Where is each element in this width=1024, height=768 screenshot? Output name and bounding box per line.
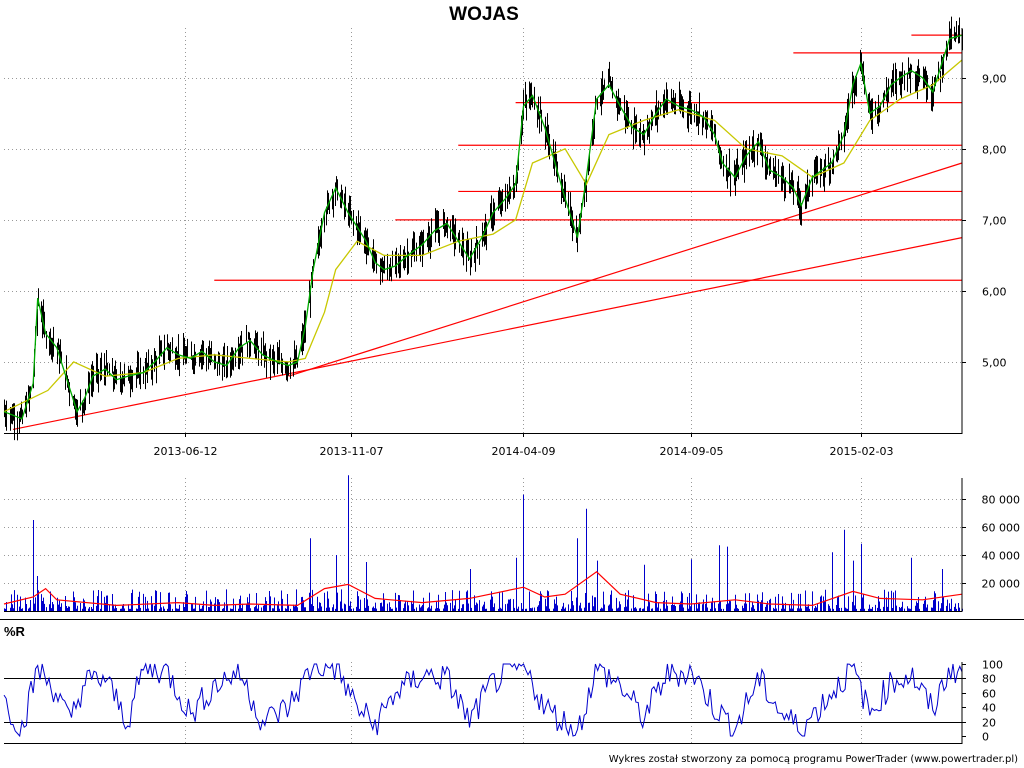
trend-line [288,162,963,377]
williams-r-y-tick-label: 60 [982,688,996,701]
williams-r-grid [4,662,962,743]
price-panel: 5,00 6,00 7,00 8,00 9,00 2013-06-12 2013-11-0… [3,16,1007,458]
volume-y-ticks: 20 000 40 000 60 000 80 000 [962,494,1020,591]
price-lines [3,34,963,420]
y-tick-label: 7,00 [982,215,1007,228]
williams-r-y-tick-label: 40 [982,702,996,715]
williams-r-y-tick-label: 20 [982,717,996,730]
volume-y-tick-label: 40 000 [982,550,1021,563]
price-y-ticks: 5,00 6,00 7,00 8,00 9,00 [962,73,1007,370]
x-tick-label: 2014-04-09 [492,445,556,458]
x-tick-label: 2013-11-07 [320,445,384,458]
trend-line [12,237,963,431]
volume-average [3,571,963,607]
williams-r-y-tick-label: 80 [982,673,996,686]
williams-r-y-tick-label: 100 [982,659,1003,672]
x-tick-label: 2015-02-03 [830,445,894,458]
close-price-line [3,34,963,420]
volume-grid [4,478,962,611]
volume-average-line [3,571,963,607]
volume-y-tick-label: 20 000 [982,578,1021,591]
williams-r-line [3,662,963,738]
williams-r-series [3,662,963,738]
y-tick-label: 8,00 [982,144,1007,157]
y-tick-label: 5,00 [982,357,1007,370]
price-x-ticks: 2013-06-12 2013-11-07 2014-04-09 2014-09-05… [154,433,894,458]
volume-panel: 20 000 40 000 60 000 80 000 [3,475,1020,612]
footer-credit: Wykres został stworzony za pomocą progra… [609,754,1018,765]
moving-average-line [3,59,963,413]
x-tick-label: 2014-09-05 [660,445,724,458]
williams-r-y-tick-label: 0 [982,731,989,744]
chart-title: WOJAS [449,4,519,25]
y-tick-label: 9,00 [982,73,1007,86]
support-resistance-lines [12,34,963,431]
price-bars [4,16,963,441]
y-tick-label: 6,00 [982,286,1007,299]
volume-y-tick-label: 80 000 [982,494,1021,507]
volume-y-tick-label: 60 000 [982,522,1021,535]
x-tick-label: 2013-06-12 [154,445,218,458]
volume-bars [4,475,963,611]
williams-r-label: %R [4,624,26,639]
